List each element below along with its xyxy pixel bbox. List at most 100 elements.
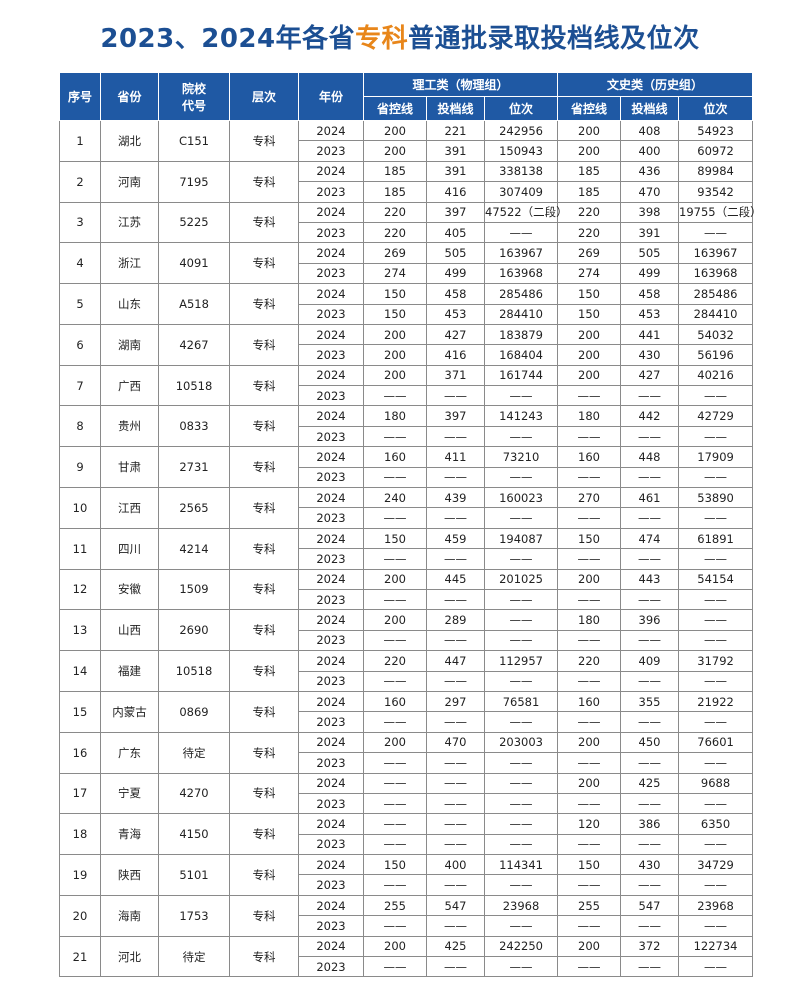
science-admission-line-cell: 458 — [426, 283, 485, 305]
level-cell: 专科 — [229, 201, 299, 244]
arts-rank-cell: —— — [678, 425, 754, 448]
year-cell: 2024 — [298, 323, 364, 346]
arts-provincial-control-line-cell: 200 — [557, 731, 622, 754]
school-code-cell: 2690 — [158, 609, 230, 652]
school-code-cell: 2731 — [158, 446, 230, 489]
arts-rank-cell: 122734 — [678, 935, 754, 958]
arts-admission-line-cell: 442 — [620, 405, 680, 427]
science-admission-line-cell: 459 — [426, 527, 485, 550]
school-code-cell: 1753 — [158, 894, 230, 937]
year-cell: 2023 — [298, 466, 364, 489]
arts-rank-cell: 9688 — [678, 772, 754, 794]
science-admission-line-cell: 405 — [426, 221, 485, 244]
year-cell: 2024 — [298, 527, 364, 550]
school-code-cell: 待定 — [158, 935, 230, 978]
arts-admission-line-cell: 372 — [620, 935, 680, 958]
province-cell: 山东 — [100, 283, 159, 325]
arts-admission-line-cell: 453 — [620, 303, 680, 325]
table-row: 2023 200 391 150943 200 400 60972 — [60, 140, 754, 162]
seq-cell: 18 — [59, 813, 101, 856]
science-rank-cell: 194087 — [483, 527, 559, 550]
header-arts-provincial-control-line: 省控线 — [557, 96, 622, 121]
science-admission-line-cell: 547 — [426, 894, 485, 917]
arts-rank-cell: —— — [678, 588, 754, 611]
seq-cell: 6 — [59, 323, 101, 366]
science-provincial-control-line-cell: 150 — [363, 283, 427, 305]
province-cell: 安徽 — [100, 568, 159, 611]
year-cell: 2023 — [298, 181, 364, 203]
province-cell: 浙江 — [100, 242, 159, 285]
header-science-provincial-control-line: 省控线 — [363, 96, 427, 121]
year-cell: 2024 — [298, 242, 364, 264]
level-cell: 专科 — [229, 690, 299, 733]
arts-rank-cell: —— — [678, 385, 754, 407]
science-admission-line-cell: —— — [426, 915, 485, 937]
arts-admission-line-cell: 400 — [620, 140, 680, 162]
school-code-cell: 10518 — [158, 364, 230, 407]
arts-provincial-control-line-cell: —— — [557, 833, 622, 856]
year-cell: 2023 — [298, 303, 364, 325]
arts-rank-cell: 163968 — [678, 262, 754, 285]
table-row: 2023 —— —— —— —— —— —— — [60, 792, 754, 815]
science-admission-line-cell: —— — [426, 670, 485, 692]
table-row: 18 青海 4150 专科 2024 —— —— —— 120 386 6350 — [59, 813, 754, 856]
arts-admission-line-cell: 427 — [620, 364, 680, 387]
science-admission-line-cell: 397 — [426, 201, 485, 223]
science-provincial-control-line-cell: 220 — [363, 221, 427, 244]
province-cell: 湖北 — [100, 120, 159, 162]
arts-provincial-control-line-cell: 200 — [557, 568, 622, 590]
arts-provincial-control-line-cell: —— — [557, 385, 622, 407]
year-cell: 2024 — [298, 813, 364, 835]
science-admission-line-cell: 289 — [426, 609, 485, 631]
arts-rank-cell: —— — [678, 507, 754, 529]
science-provincial-control-line-cell: 200 — [363, 140, 427, 162]
arts-admission-line-cell: 448 — [620, 446, 680, 468]
science-provincial-control-line-cell: —— — [363, 588, 427, 611]
science-rank-cell: 76581 — [483, 690, 559, 713]
year-cell: 2023 — [298, 956, 364, 978]
year-cell: 2024 — [298, 568, 364, 590]
arts-rank-cell: —— — [678, 874, 754, 896]
arts-rank-cell: 60972 — [678, 140, 754, 162]
year-cell: 2024 — [298, 405, 364, 427]
science-provincial-control-line-cell: 160 — [363, 446, 427, 468]
arts-provincial-control-line-cell: 160 — [557, 690, 622, 713]
arts-rank-cell: 54154 — [678, 568, 754, 590]
header-province: 省份 — [100, 72, 159, 121]
level-cell: 专科 — [229, 731, 299, 774]
table-row: 13 山西 2690 专科 2024 200 289 —— 180 396 —— — [59, 609, 754, 652]
arts-provincial-control-line-cell: —— — [557, 711, 622, 733]
arts-admission-line-cell: —— — [620, 548, 680, 570]
arts-provincial-control-line-cell: 120 — [557, 813, 622, 835]
science-provincial-control-line-cell: 274 — [363, 262, 427, 285]
science-admission-line-cell: 416 — [426, 181, 485, 203]
science-admission-line-cell: —— — [426, 507, 485, 529]
science-admission-line-cell: —— — [426, 874, 485, 896]
science-provincial-control-line-cell: 200 — [363, 568, 427, 590]
arts-rank-cell: 21922 — [678, 690, 754, 713]
science-provincial-control-line-cell: 200 — [363, 364, 427, 387]
year-cell: 2024 — [298, 364, 364, 387]
science-provincial-control-line-cell: —— — [363, 752, 427, 774]
arts-rank-cell: 42729 — [678, 405, 754, 427]
year-cell: 2023 — [298, 792, 364, 815]
arts-provincial-control-line-cell: 150 — [557, 854, 622, 876]
year-cell: 2023 — [298, 915, 364, 937]
arts-provincial-control-line-cell: —— — [557, 507, 622, 529]
level-cell: 专科 — [229, 487, 299, 529]
arts-provincial-control-line-cell: 200 — [557, 364, 622, 387]
science-rank-cell: 141243 — [483, 405, 559, 427]
science-admission-line-cell: —— — [426, 772, 485, 794]
table-row: 20 海南 1753 专科 2024 255 547 23968 255 547 23968 — [59, 894, 754, 937]
province-cell: 山西 — [100, 609, 159, 652]
science-provincial-control-line-cell: —— — [363, 385, 427, 407]
science-admission-line-cell: 371 — [426, 364, 485, 387]
year-cell: 2023 — [298, 262, 364, 285]
arts-rank-cell: 61891 — [678, 527, 754, 550]
seq-cell: 10 — [59, 487, 101, 529]
school-code-cell: 10518 — [158, 650, 230, 692]
arts-rank-cell: —— — [678, 548, 754, 570]
table-row: 9 甘肃 2731 专科 2024 160 411 73210 160 448 17909 — [59, 446, 754, 489]
year-cell: 2023 — [298, 833, 364, 856]
header-arts-admission-line: 投档线 — [620, 96, 680, 121]
